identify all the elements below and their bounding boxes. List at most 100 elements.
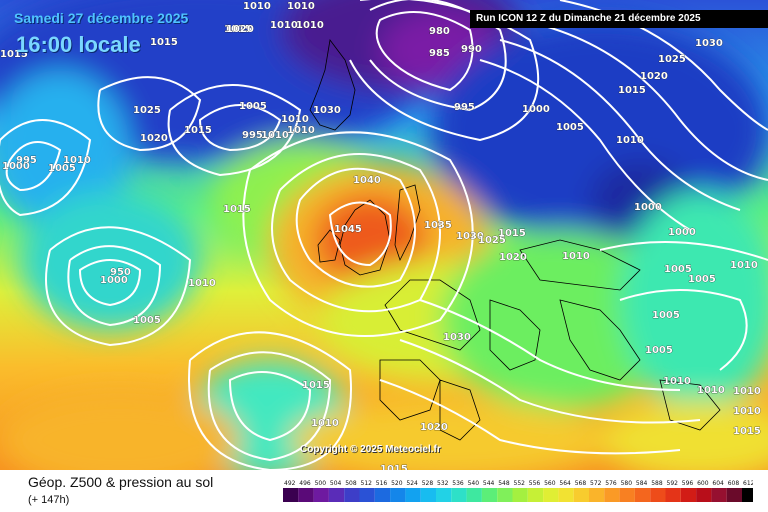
isobar-label: 1045 [334, 224, 362, 235]
legend-swatch [619, 488, 635, 502]
isobar-label: 1005 [133, 315, 161, 326]
isobar-label: 1005 [664, 264, 692, 275]
legend-tick: 508 [345, 480, 357, 487]
isobar-label: 1010 [697, 385, 725, 396]
legend-swatch [665, 488, 681, 502]
isobar-label: 1010 [63, 155, 91, 166]
legend-tick: 584 [636, 480, 648, 487]
isobars [0, 0, 768, 470]
legend-tick: 592 [667, 480, 679, 487]
isobar-label: 1010 [733, 406, 761, 417]
isobar-label: 1005 [645, 345, 673, 356]
legend-swatch [696, 488, 712, 502]
legend-tick: 544 [483, 480, 495, 487]
legend-tick: 568 [575, 480, 587, 487]
isobar-label: 1015 [184, 125, 212, 136]
isobar-label: 1005 [688, 274, 716, 285]
isobar-label: 995 [16, 155, 37, 166]
isobar-label: 995 [242, 130, 263, 141]
forecast-time: 16:00 locale [16, 32, 141, 57]
isobar-label: 1015 [733, 426, 761, 437]
legend-swatch [283, 488, 299, 502]
isobar-label: 1010 [188, 278, 216, 289]
legend-tick: 608 [728, 480, 740, 487]
isobar-label: 1020 [640, 71, 668, 82]
forecast-date: Samedi 27 décembre 2025 [14, 10, 189, 26]
isobar-label: 1010 [562, 251, 590, 262]
isobar-label: 1020 [140, 133, 168, 144]
z500-field: 1010 1010 1010 1015 1015 1020 1015 1010 … [0, 0, 768, 470]
isobar-label: 1020 [226, 24, 254, 35]
run-info: Run ICON 12 Z du Dimanche 21 décembre 20… [470, 10, 768, 28]
legend-swatch [680, 488, 697, 502]
isobar-label: 1010 [281, 114, 309, 125]
legend-swatch [436, 488, 452, 502]
legend-swatch [604, 488, 620, 502]
legend-swatch [344, 488, 360, 502]
legend-tick: 548 [498, 480, 510, 487]
legend-tick: 600 [697, 480, 709, 487]
legend-swatch [558, 488, 574, 502]
isobar-label: 1015 [498, 228, 526, 239]
isobar-label: 1020 [420, 422, 448, 433]
legend-tick: 604 [712, 480, 724, 487]
legend-tick: 512 [361, 480, 373, 487]
legend-swatch [573, 488, 589, 502]
isobar-label: 950 [110, 267, 131, 278]
legend-tick: 576 [605, 480, 617, 487]
legend-swatch [543, 488, 559, 502]
isobar-label: 1010 [733, 386, 761, 397]
legend-swatch [742, 488, 753, 502]
isobar-label: 990 [461, 44, 482, 55]
field-title: Géop. Z500 & pression au sol [28, 474, 214, 490]
isobar-label: 1015 [150, 37, 178, 48]
legend-swatches [283, 488, 753, 502]
legend-swatch [451, 488, 467, 502]
legend-tick: 504 [330, 480, 342, 487]
isobar-label: 1005 [556, 122, 584, 133]
isobar-label: 1025 [133, 105, 161, 116]
isobar-label: 1025 [658, 54, 686, 65]
legend-tick: 552 [514, 480, 526, 487]
isobar-label: 1005 [239, 101, 267, 112]
legend-swatch [527, 488, 544, 502]
legend-swatch [374, 488, 391, 502]
isobar-label: 1020 [499, 252, 527, 263]
legend-tick: 564 [559, 480, 571, 487]
legend-swatch [589, 488, 605, 502]
isobar-label: 1000 [634, 202, 662, 213]
legend-swatch [512, 488, 528, 502]
legend-ticks: 492 496 500 504 508 512 516 520 524 528 532 536 540 5… [284, 480, 753, 487]
legend-tick: 560 [544, 480, 556, 487]
legend-swatch [726, 488, 742, 502]
legend-swatch [650, 488, 666, 502]
legend-tick: 500 [315, 480, 327, 487]
legend-swatch [481, 488, 498, 502]
isobar-label: 1000 [2, 161, 30, 172]
legend-swatch [390, 488, 406, 502]
legend-tick: 492 [284, 480, 296, 487]
isobar-label: 1030 [443, 332, 471, 343]
isobar-label: 1010 [616, 135, 644, 146]
legend-tick: 516 [376, 480, 388, 487]
isobar-label: 1000 [668, 227, 696, 238]
isobar-label: 1015 [223, 204, 251, 215]
weather-map: 1010 1010 1010 1015 1015 1020 1015 1010 … [0, 0, 768, 470]
isobar-label: 980 [429, 26, 450, 37]
legend-tick: 596 [682, 480, 694, 487]
legend-tick: 532 [437, 480, 449, 487]
isobar-label: 1015 [224, 24, 252, 35]
copyright: Copyright © 2025 Meteociel.fr [300, 444, 441, 455]
forecast-hour: (+ 147h) [28, 494, 70, 506]
legend-swatch [420, 488, 436, 502]
legend-swatch [497, 488, 513, 502]
legend-tick: 556 [529, 480, 541, 487]
legend-tick: 540 [468, 480, 480, 487]
isobar-label: 985 [429, 48, 450, 59]
isobar-label: 1010 [311, 418, 339, 429]
isobar-label: 1010 [296, 20, 324, 31]
isobar-label: 1005 [652, 310, 680, 321]
legend-swatch [711, 488, 727, 502]
legend-swatch [466, 488, 482, 502]
legend-swatch [405, 488, 421, 502]
